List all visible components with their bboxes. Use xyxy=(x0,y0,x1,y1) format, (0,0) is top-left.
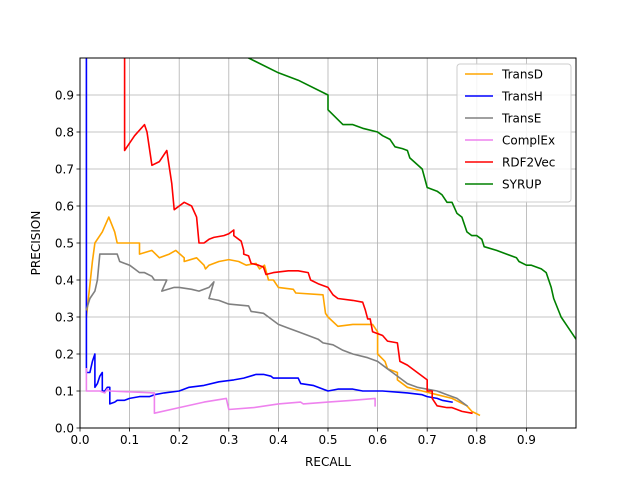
x-tick-label: 0.2 xyxy=(170,433,189,447)
y-tick-label: 0.0 xyxy=(55,422,74,436)
x-axis-label: RECALL xyxy=(305,455,351,469)
series-line-transd xyxy=(85,216,481,417)
x-tick-label: 0.4 xyxy=(269,433,288,447)
x-tick-label: 0.5 xyxy=(318,433,337,447)
series-line-syrup xyxy=(247,58,576,341)
x-tick-label: 0.3 xyxy=(219,433,238,447)
legend-box xyxy=(456,63,572,203)
legend-label: TransE xyxy=(501,112,541,126)
series-line-complex xyxy=(85,368,376,414)
x-tick-label: 0.6 xyxy=(368,433,387,447)
y-tick-label: 0.3 xyxy=(55,311,74,325)
x-tick-label: 0.9 xyxy=(517,433,536,447)
x-tick-label: 0.8 xyxy=(467,433,486,447)
series-line-transe xyxy=(85,253,469,407)
y-tick-label: 0.2 xyxy=(55,348,74,362)
x-tick-label: 0.1 xyxy=(120,433,139,447)
y-tick-label: 0.6 xyxy=(55,200,74,214)
legend: TransD TransH TransE ComplEx RDF2Vec SYRUP xyxy=(456,63,572,203)
y-tick-label: 0.4 xyxy=(55,274,74,288)
legend-label: RDF2Vec xyxy=(502,156,555,170)
y-tick-label: 0.9 xyxy=(55,89,74,103)
y-axis-ticks: 0.0 0.1 0.2 0.3 0.4 0.5 0.6 0.7 0.8 0.9 xyxy=(55,89,80,436)
series-line-rdf2vec xyxy=(123,58,473,415)
legend-label: TransH xyxy=(501,90,543,104)
x-tick-label: 0.0 xyxy=(70,433,89,447)
series-lines xyxy=(85,58,576,417)
y-tick-label: 0.5 xyxy=(55,237,74,251)
y-axis-label: PRECISION xyxy=(29,211,43,276)
y-tick-label: 0.8 xyxy=(55,126,74,140)
x-axis-ticks: 0.0 0.1 0.2 0.3 0.4 0.5 0.6 0.7 0.8 0.9 xyxy=(70,428,536,447)
legend-label: TransD xyxy=(501,68,543,82)
legend-label: ComplEx xyxy=(502,134,555,148)
legend-label: SYRUP xyxy=(502,178,541,192)
series-line-transh xyxy=(85,58,453,405)
x-tick-label: 0.7 xyxy=(418,433,437,447)
y-tick-label: 0.1 xyxy=(55,385,74,399)
y-tick-label: 0.7 xyxy=(55,163,74,177)
